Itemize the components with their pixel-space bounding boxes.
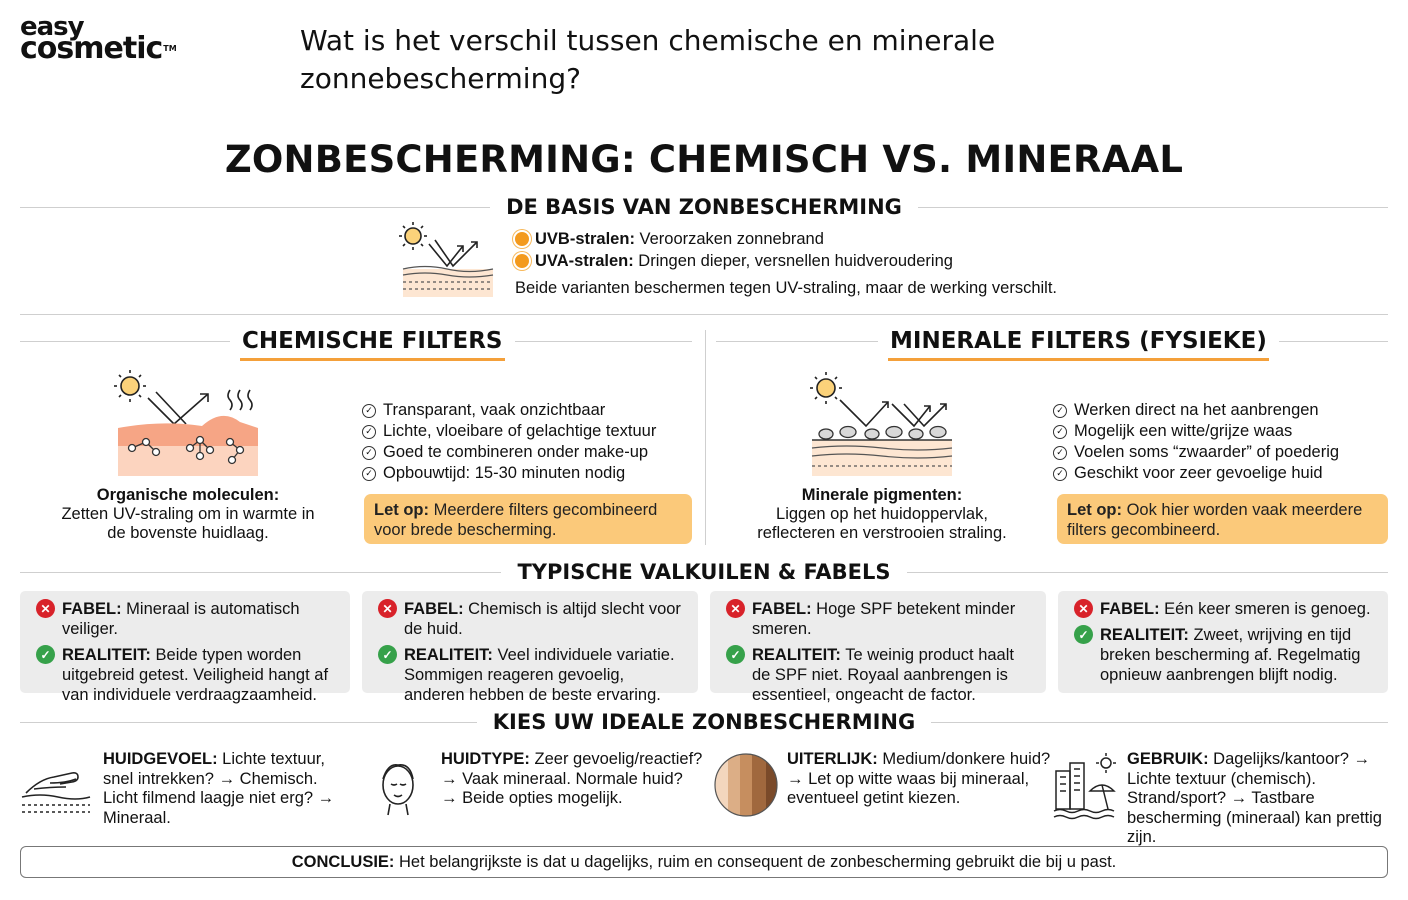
choice-skin-type: HUIDTYPE: Zeer gevoelig/reactief? → Vaak… <box>372 745 702 835</box>
choice-text: UITERLIJK: Medium/donkere huid? → Let op… <box>787 750 1051 807</box>
check-circle-icon: ✓ <box>726 645 745 664</box>
basis-note: Beide varianten beschermen tegen UV-stra… <box>515 279 1058 297</box>
main-title: ZONBESCHERMING: CHEMISCH VS. MINERAAL <box>224 138 1184 181</box>
choose-section-header: KIES UW IDEALE ZONBESCHERMING <box>20 708 1388 736</box>
check-circle-icon: ✓ <box>1053 445 1067 460</box>
list-item: UVB-stralen: Veroorzaken zonnebrand <box>515 228 953 250</box>
caption-text: Zetten UV-straling om in warmte in de bo… <box>61 505 315 542</box>
x-circle-icon: ✕ <box>36 599 55 618</box>
brand-logo-line2: cosmetic <box>20 31 163 66</box>
myth-card: ✕ FABEL: Mineraal is automatisch veiliger… <box>20 591 350 704</box>
trademark: TM <box>163 44 177 53</box>
list-item: ✓ Werken direct na het aanbrengen <box>1053 400 1339 421</box>
face-icon <box>382 763 414 816</box>
choice-text: GEBRUIK: Dagelijks/kantoor? → Lichte tex… <box>1127 750 1382 846</box>
divider <box>20 314 1388 315</box>
check-circle-icon: ✓ <box>362 445 376 460</box>
check-circle-icon: ✓ <box>362 424 376 439</box>
basis-heading: DE BASIS VAN ZONBESCHERMING <box>506 195 902 219</box>
choice-text: HUIDGEVOEL: Lichte textuur, snel intrekk… <box>103 750 335 827</box>
uv-skin-icon <box>399 222 494 297</box>
choice-text: HUIDTYPE: Zeer gevoelig/reactief? → Vaak… <box>441 750 703 807</box>
column-divider <box>705 330 706 545</box>
check-circle-icon: ✓ <box>362 466 376 481</box>
list-item: ✓ Voelen soms “zwaarder” of poederig <box>1053 442 1339 463</box>
list-item: ✓ Transparant, vaak onzichtbaar <box>362 400 656 421</box>
caption-title: Minerale pigmenten: <box>801 486 963 504</box>
city-beach-icon <box>1053 753 1116 820</box>
check-circle-icon: ✓ <box>36 645 55 664</box>
chemical-filter-illustration <box>114 370 258 476</box>
choose-heading: KIES UW IDEALE ZONBESCHERMING <box>492 710 916 734</box>
mineral-header: MINERALE FILTERS (FYSIEKE) <box>716 324 1388 361</box>
sun-bullet-icon <box>515 254 529 268</box>
chemical-header: CHEMISCHE FILTERS <box>20 324 692 361</box>
mineral-note: Let op: Ook hier worden vaak meerdere fi… <box>1057 494 1388 544</box>
x-circle-icon: ✕ <box>378 599 397 618</box>
myths-heading: TYPISCHE VALKUILEN & FABELS <box>517 560 891 584</box>
brand-logo-line1: easy <box>20 12 85 42</box>
check-circle-icon: ✓ <box>1053 466 1067 481</box>
list-item: ✓ Lichte, vloeibare of gelachtige textuur <box>362 421 656 442</box>
list-item: ✓ Mogelijk een witte/grijze waas <box>1053 421 1339 442</box>
myth-cards: ✕ FABEL: Mineraal is automatisch veiliger… <box>20 591 1388 704</box>
basis-section-header: DE BASIS VAN ZONBESCHERMING <box>20 193 1388 221</box>
sun-bullet-icon <box>515 232 529 246</box>
chemical-heading: CHEMISCHE FILTERS <box>230 328 515 361</box>
x-circle-icon: ✕ <box>726 599 745 618</box>
uv-rays-list: UVB-stralen: Veroorzaken zonnebrand UVA-… <box>515 228 953 272</box>
myth-card: ✕ FABEL: Hoge SPF betekent minder smeren.… <box>710 591 1046 704</box>
mineral-filter-illustration <box>810 372 953 476</box>
check-circle-icon: ✓ <box>378 645 397 664</box>
mineral-heading: MINERALE FILTERS (FYSIEKE) <box>878 328 1279 361</box>
myth-card: ✕ FABEL: Eén keer smeren is genoeg. ✓ REAL… <box>1058 591 1388 693</box>
list-item: ✓ Goed te combineren onder make-up <box>362 442 656 463</box>
check-circle-icon: ✓ <box>362 403 376 418</box>
list-item: UVA-stralen: Dringen dieper, versnellen … <box>515 250 953 272</box>
choice-skin-feel: HUIDGEVOEL: Lichte textuur, snel intrekk… <box>20 745 350 835</box>
myths-section-header: TYPISCHE VALKUILEN & FABELS <box>20 558 1388 586</box>
mineral-caption: Minerale pigmenten: Liggen op het huidop… <box>738 486 1026 543</box>
list-item: ✓ Geschikt voor zeer gevoelige huid <box>1053 463 1339 484</box>
chemical-caption: Organische moleculen: Zetten UV-straling… <box>52 486 324 543</box>
conclusion-text: Het belangrijkste is dat u dagelijks, ru… <box>394 852 1117 871</box>
check-circle-icon: ✓ <box>1053 403 1067 418</box>
chemical-checklist: ✓ Transparant, vaak onzichtbaar ✓ Lichte, … <box>362 400 656 484</box>
list-item: ✓ Opbouwtijd: 15-30 minuten nodig <box>362 463 656 484</box>
hand-on-skin-icon <box>21 772 91 813</box>
mineral-checklist: ✓ Werken direct na het aanbrengen ✓ Mogeli… <box>1053 400 1339 484</box>
check-circle-icon: ✓ <box>1074 625 1093 644</box>
brand-logo[interactable]: easy cosmeticTM <box>20 12 177 64</box>
choice-appearance: UITERLIJK: Medium/donkere huid? → Let op… <box>712 745 1052 835</box>
caption-text: Liggen op het huidoppervlak, reflecteren… <box>757 505 1007 542</box>
check-circle-icon: ✓ <box>1053 424 1067 439</box>
conclusion-box: CONCLUSIE: Het belangrijkste is dat u da… <box>20 846 1388 878</box>
caption-title: Organische moleculen: <box>96 486 280 504</box>
skin-tone-swatch-icon <box>714 753 778 817</box>
choice-usage: GEBRUIK: Dagelijks/kantoor? → Lichte tex… <box>1052 745 1388 846</box>
x-circle-icon: ✕ <box>1074 599 1093 618</box>
chemical-note: Let op: Meerdere filters gecombineerd vo… <box>364 494 692 544</box>
conclusion-label: CONCLUSIE: <box>291 852 395 871</box>
myth-card: ✕ FABEL: Chemisch is altijd slecht voor d… <box>362 591 698 704</box>
page-question: Wat is het verschil tussen chemische en … <box>300 24 996 95</box>
